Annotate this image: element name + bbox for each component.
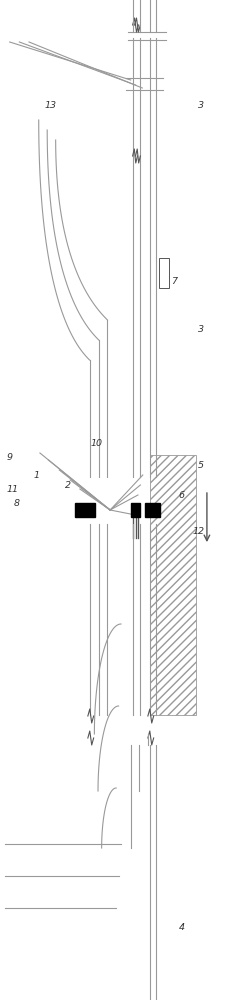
Bar xyxy=(145,503,160,517)
Text: 6: 6 xyxy=(179,490,184,499)
Text: 10: 10 xyxy=(91,438,103,448)
Text: 3: 3 xyxy=(198,326,204,334)
Text: 4: 4 xyxy=(179,924,184,932)
Text: 12: 12 xyxy=(192,528,204,536)
Bar xyxy=(159,258,169,288)
Bar xyxy=(131,503,140,517)
Text: 9: 9 xyxy=(7,452,13,462)
Text: 2: 2 xyxy=(65,481,71,489)
Text: 8: 8 xyxy=(14,498,20,508)
Bar xyxy=(150,455,196,715)
Text: 13: 13 xyxy=(45,101,57,109)
Text: 5: 5 xyxy=(198,460,204,470)
Text: 7: 7 xyxy=(171,277,177,286)
Text: 11: 11 xyxy=(6,486,18,494)
Bar xyxy=(75,503,95,517)
Text: 1: 1 xyxy=(33,471,39,480)
Text: 3: 3 xyxy=(198,101,204,109)
